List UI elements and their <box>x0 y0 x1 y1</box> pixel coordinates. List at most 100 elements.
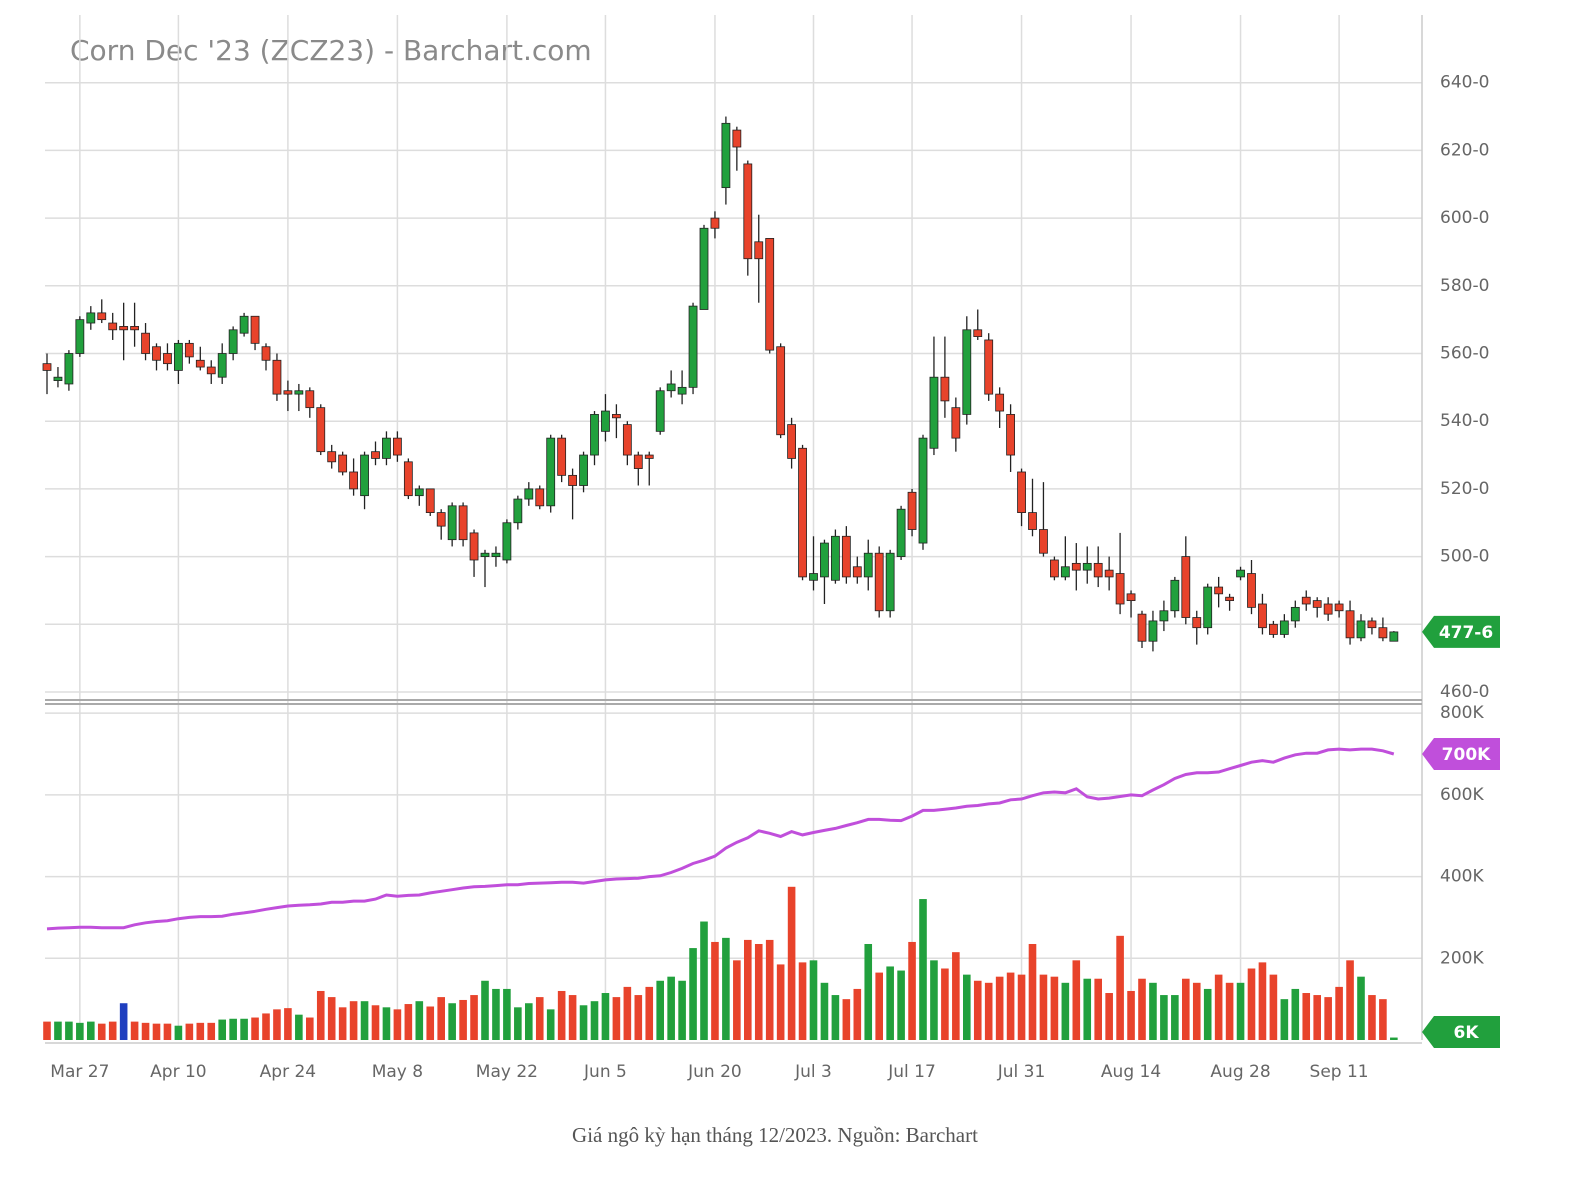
candle-body <box>1214 586 1224 595</box>
candle-body <box>1236 569 1245 578</box>
volume-bar <box>568 995 577 1040</box>
candle-body <box>327 451 337 463</box>
candle-body <box>1082 562 1092 571</box>
volume-bar <box>284 1008 292 1040</box>
volume-bar <box>371 1005 380 1040</box>
volume-bar <box>54 1021 62 1040</box>
volume-bar <box>1280 999 1289 1040</box>
candle-body <box>710 217 720 229</box>
candle-body <box>360 454 369 497</box>
candle-body <box>590 414 599 456</box>
candle-body <box>371 451 380 459</box>
candle-body <box>294 390 304 395</box>
volume-bar <box>787 886 796 1040</box>
volume-bar <box>349 1001 358 1040</box>
volume-bar <box>185 1023 194 1040</box>
candle-body <box>1301 596 1311 605</box>
volume-bar <box>995 976 1004 1040</box>
volume-bar <box>1368 995 1376 1040</box>
volume-bar <box>897 970 905 1040</box>
candle-body <box>1378 627 1388 639</box>
volume-bar <box>963 974 971 1040</box>
volume-bar <box>776 964 785 1040</box>
volume-bar <box>108 1021 117 1040</box>
candle-body <box>1312 600 1322 608</box>
volume-bar <box>722 937 730 1040</box>
value-tag <box>1422 1016 1500 1048</box>
volume-bar <box>1160 995 1168 1040</box>
candle-body <box>392 437 402 456</box>
y-tick-label: 640-0 <box>1440 73 1489 93</box>
volume-bar <box>689 948 697 1040</box>
volume-bar <box>174 1025 183 1040</box>
volume-bar <box>404 1004 413 1040</box>
volume-bar <box>1335 986 1343 1040</box>
candle-body <box>141 332 150 354</box>
volume-bar <box>306 1017 314 1040</box>
volume-bar <box>754 943 763 1040</box>
candle-body <box>305 390 315 409</box>
candle-body <box>1071 562 1081 571</box>
volume-bar <box>952 952 960 1040</box>
volume-bar <box>97 1023 106 1040</box>
volume-bar <box>393 1009 402 1040</box>
candle-body <box>513 498 523 524</box>
candle-body <box>557 437 567 476</box>
chart-title: Corn Dec '23 (ZCZ23) - Barchart.com <box>70 34 592 67</box>
x-tick-label: May 22 <box>476 1062 538 1082</box>
candle-body <box>250 315 260 344</box>
candle-body <box>1006 414 1015 456</box>
volume-bar <box>853 988 862 1040</box>
volume-bar <box>1017 974 1026 1040</box>
x-tick-label: Jun 20 <box>687 1062 742 1082</box>
candle-body <box>579 454 588 486</box>
candle-body <box>820 542 829 578</box>
candle-body <box>349 471 359 490</box>
value-tag-label: 6K <box>1453 1023 1479 1043</box>
candle-body <box>1060 566 1070 578</box>
candle-body <box>1247 573 1256 608</box>
candle-body <box>568 474 577 486</box>
volume-bar <box>1346 960 1354 1040</box>
volume-bar <box>1192 982 1201 1040</box>
volume-bar <box>634 995 643 1040</box>
volume-bar <box>1203 988 1212 1040</box>
volume-bar <box>448 1003 456 1040</box>
volume-bar <box>744 939 752 1040</box>
candle-body <box>1137 613 1147 642</box>
value-tag <box>1422 738 1500 771</box>
candle-body <box>86 312 96 324</box>
candle-body <box>601 410 610 432</box>
volume-bar <box>240 1018 248 1040</box>
candle-body <box>612 414 621 419</box>
candle-body <box>951 407 961 439</box>
x-tick-label: Jul 3 <box>794 1062 832 1082</box>
y-tick-label: 400K <box>1440 867 1484 887</box>
volume-bar <box>667 976 675 1040</box>
candle-body <box>184 342 194 358</box>
candle-body <box>885 552 895 612</box>
candle-body <box>677 386 687 395</box>
volume-bar <box>295 1014 303 1040</box>
volume-bar <box>119 1003 128 1040</box>
volume-bar <box>43 1021 51 1040</box>
candle-body <box>1028 512 1037 530</box>
candle-body <box>272 359 282 395</box>
volume-bar <box>492 988 500 1040</box>
candle-body <box>809 573 818 581</box>
volume-bar <box>1225 982 1234 1040</box>
volume-bar <box>645 986 654 1040</box>
volume-bar <box>1039 974 1048 1040</box>
volume-bar <box>546 1009 555 1040</box>
volume-bar <box>864 943 873 1040</box>
open-interest-line <box>46 747 1395 931</box>
x-tick-label: Sep 11 <box>1310 1062 1369 1082</box>
candle-body <box>841 535 851 578</box>
volume-bar <box>360 1001 369 1040</box>
candle-body <box>1039 529 1048 554</box>
candle-body <box>316 407 326 453</box>
volume-bar <box>601 993 610 1040</box>
candle-body <box>403 461 413 497</box>
candle-body <box>42 363 52 371</box>
